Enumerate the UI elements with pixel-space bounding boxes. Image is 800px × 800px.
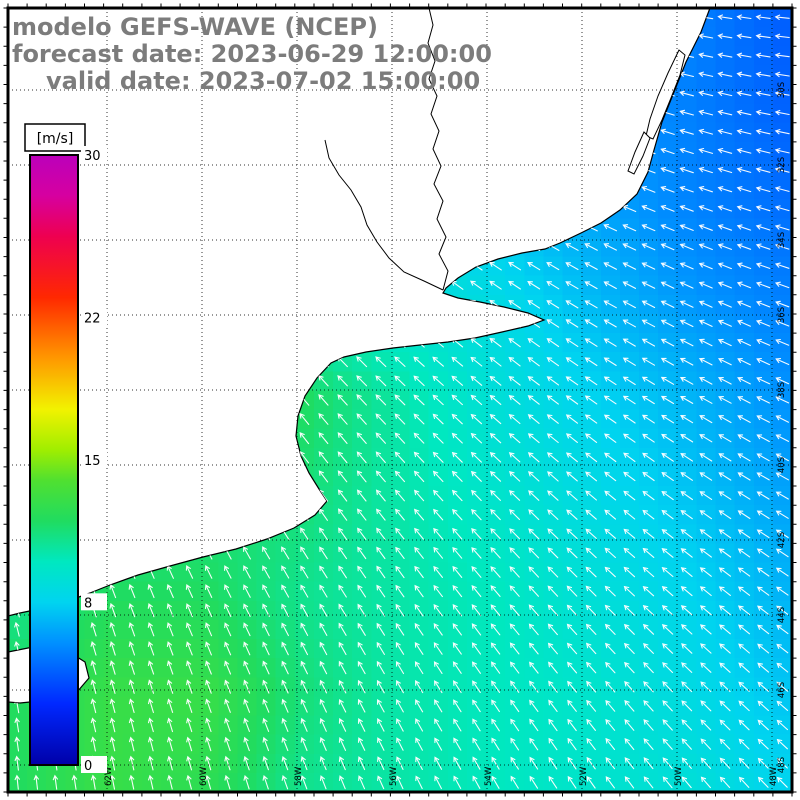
lon-label: 58W bbox=[294, 766, 304, 786]
frame-minor-ticks bbox=[3, 3, 797, 797]
lon-label: 56W bbox=[389, 766, 399, 786]
forecast-date-line: forecast date: 2023-06-29 12:00:00 bbox=[12, 40, 492, 68]
colorbar-tick-bg bbox=[81, 146, 107, 163]
lon-label: 48W bbox=[769, 766, 779, 786]
lagoon-dos-patos bbox=[645, 49, 686, 140]
colorbar-tick-label: 0 bbox=[84, 759, 92, 774]
colorbar-tick-bg bbox=[81, 308, 107, 326]
river-parana bbox=[324, 139, 444, 291]
graticule bbox=[8, 8, 792, 792]
river-uruguay bbox=[427, 7, 449, 291]
lat-label: 34S bbox=[777, 232, 787, 248]
colorbar-tick-label: 8 bbox=[84, 596, 92, 611]
colorbar-gradient bbox=[29, 154, 79, 766]
model-name: modelo GEFS-WAVE (NCEP) bbox=[12, 13, 378, 41]
colorbar: [m/s] 30 22 15 8 0 bbox=[24, 123, 107, 774]
lon-label: 60W bbox=[199, 766, 209, 786]
colorbar-tick-label: 22 bbox=[84, 312, 101, 327]
graticule-labels: 30S 32S 34S 36S 38S 40S 42S 44S 46S 48S 62W 60W 58W 5… bbox=[104, 82, 787, 786]
colorbar-unit-box bbox=[24, 123, 86, 152]
valid-date-line: valid date: 2023-07-02 15:00:00 bbox=[46, 67, 481, 95]
lon-label: 52W bbox=[579, 766, 589, 786]
colorbar-tick-label: 30 bbox=[84, 149, 101, 164]
lat-label: 46S bbox=[777, 682, 787, 698]
coastline-mainland bbox=[7, 7, 711, 617]
colorbar-tick-bg bbox=[81, 593, 107, 611]
lat-label: 42S bbox=[777, 532, 787, 548]
map-frame bbox=[3, 3, 797, 797]
colorbar-tick-label: 15 bbox=[84, 454, 101, 469]
lat-label: 30S bbox=[777, 82, 787, 98]
colorbar-tick-bg bbox=[81, 756, 107, 773]
lon-label: 62W bbox=[104, 766, 114, 786]
title-block: modelo GEFS-WAVE (NCEP) forecast date: 2… bbox=[12, 14, 492, 95]
lat-label: 32S bbox=[777, 157, 787, 173]
lat-label: 48S bbox=[777, 757, 787, 773]
lagoon-mirim bbox=[627, 131, 651, 175]
lat-label: 36S bbox=[777, 307, 787, 323]
lon-label: 54W bbox=[484, 766, 494, 786]
lat-label: 38S bbox=[777, 382, 787, 398]
colorbar-tick-bg bbox=[81, 451, 107, 468]
lat-label: 40S bbox=[777, 457, 787, 473]
lat-label: 44S bbox=[777, 607, 787, 623]
frame-border bbox=[6, 6, 794, 794]
lon-label: 50W bbox=[674, 766, 684, 786]
colorbar-unit-label: [m/s] bbox=[37, 131, 74, 147]
